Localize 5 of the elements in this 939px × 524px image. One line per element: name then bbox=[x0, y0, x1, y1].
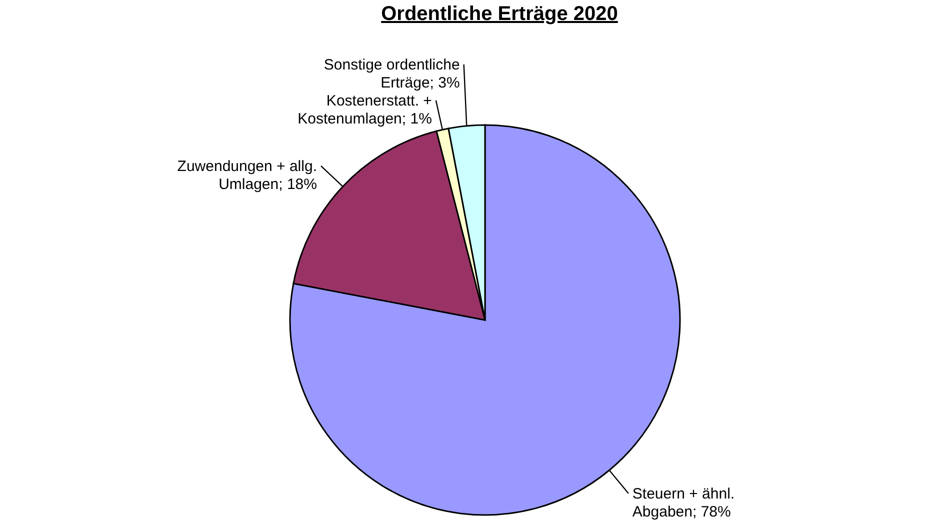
slice-label: Sonstige ordentliche Erträge; 3% bbox=[324, 56, 460, 92]
chart-title: Ordentliche Erträge 2020 bbox=[380, 2, 619, 27]
slice-label: Steuern + ähnl. Abgaben; 78% bbox=[632, 485, 735, 520]
slice-label: Kostenerstatt. + Kostenumlagen; 1% bbox=[298, 92, 432, 128]
slice-label: Zuwendungen + allg. Umlagen; 18% bbox=[177, 158, 317, 193]
